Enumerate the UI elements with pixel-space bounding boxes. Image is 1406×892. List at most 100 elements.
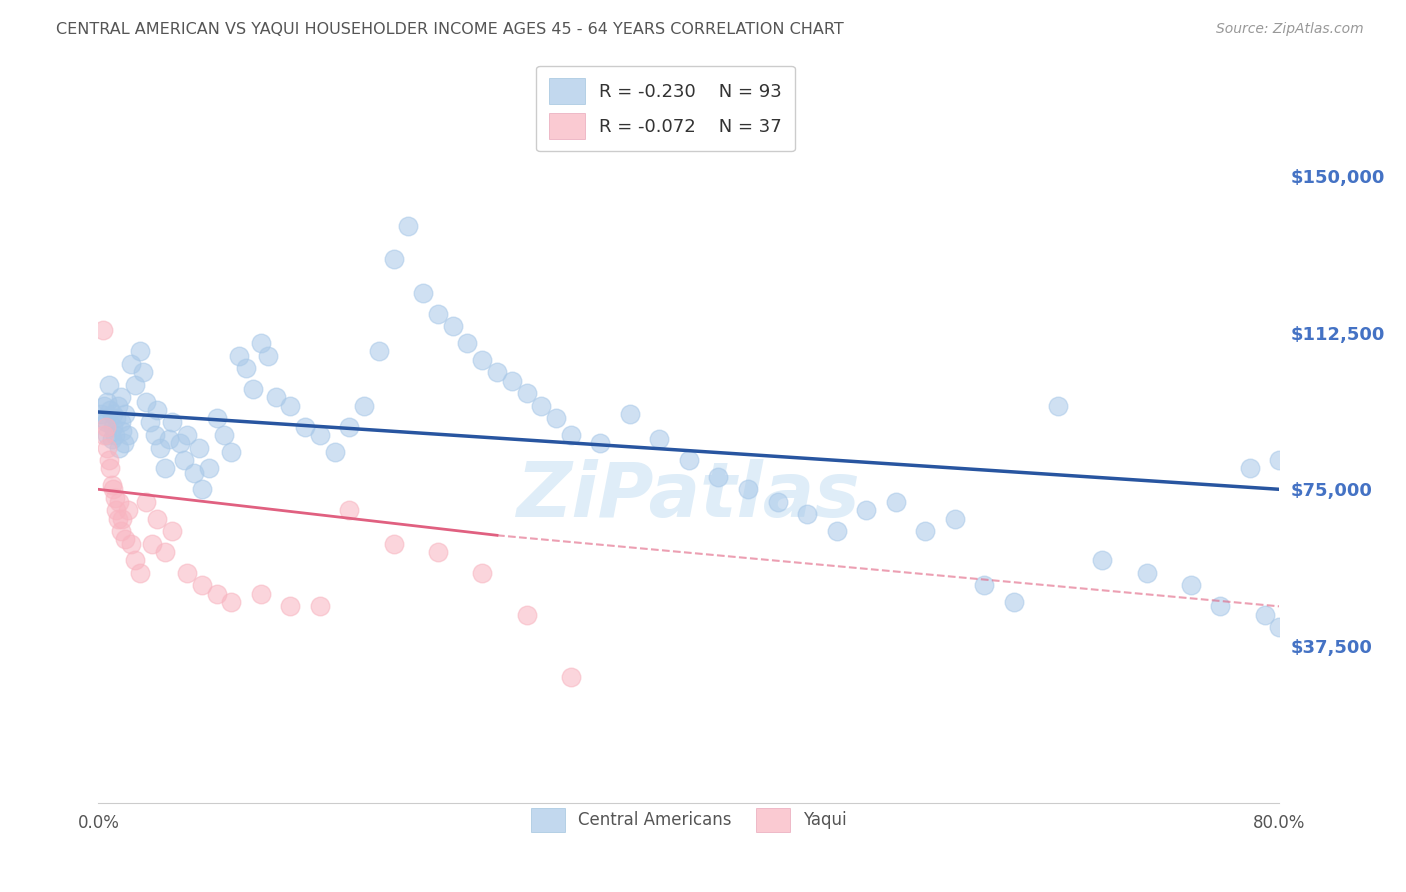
- Point: [766, 495, 789, 509]
- Point: [103, 407, 125, 421]
- Point: [516, 607, 538, 622]
- Point: [110, 524, 132, 538]
- Point: [128, 344, 150, 359]
- Point: [914, 524, 936, 538]
- Point: [157, 432, 180, 446]
- Point: [124, 377, 146, 392]
- Point: [120, 357, 142, 371]
- Point: [1091, 553, 1114, 567]
- Point: [560, 428, 582, 442]
- Point: [589, 436, 612, 450]
- Point: [94, 419, 117, 434]
- Text: ZiPatlas: ZiPatlas: [517, 458, 860, 533]
- Point: [264, 390, 287, 404]
- Point: [678, 453, 700, 467]
- Point: [546, 411, 568, 425]
- Point: [619, 407, 641, 421]
- Point: [235, 361, 257, 376]
- Point: [183, 466, 205, 480]
- Point: [1239, 461, 1261, 475]
- Point: [427, 307, 450, 321]
- Point: [339, 503, 361, 517]
- Point: [382, 536, 405, 550]
- Point: [309, 599, 332, 614]
- Point: [501, 374, 523, 388]
- Point: [141, 536, 163, 550]
- Point: [143, 428, 166, 442]
- Point: [412, 285, 434, 300]
- Point: [242, 382, 264, 396]
- Point: [110, 416, 132, 430]
- Point: [108, 495, 131, 509]
- Point: [530, 399, 553, 413]
- Point: [91, 324, 114, 338]
- Point: [398, 219, 420, 233]
- Point: [250, 587, 273, 601]
- Point: [198, 461, 221, 475]
- Point: [91, 411, 114, 425]
- Text: CENTRAL AMERICAN VS YAQUI HOUSEHOLDER INCOME AGES 45 - 64 YEARS CORRELATION CHAR: CENTRAL AMERICAN VS YAQUI HOUSEHOLDER IN…: [56, 22, 844, 37]
- Point: [111, 511, 134, 525]
- Point: [107, 399, 129, 413]
- Point: [114, 533, 136, 547]
- Point: [1002, 595, 1025, 609]
- Point: [280, 599, 302, 614]
- Point: [212, 428, 235, 442]
- Point: [973, 578, 995, 592]
- Point: [103, 419, 125, 434]
- Point: [516, 386, 538, 401]
- Point: [1136, 566, 1159, 580]
- Point: [187, 441, 209, 455]
- Point: [105, 411, 128, 425]
- Point: [1209, 599, 1232, 614]
- Point: [191, 483, 214, 497]
- Point: [114, 407, 136, 421]
- Point: [353, 399, 375, 413]
- Point: [100, 478, 122, 492]
- Point: [139, 416, 162, 430]
- Point: [205, 587, 228, 601]
- Point: [1268, 453, 1291, 467]
- Point: [309, 428, 332, 442]
- Point: [112, 436, 135, 450]
- Point: [110, 390, 132, 404]
- Point: [96, 394, 118, 409]
- Point: [1268, 620, 1291, 634]
- Point: [97, 453, 120, 467]
- Point: [162, 524, 183, 538]
- Point: [221, 595, 243, 609]
- Point: [111, 424, 134, 438]
- Point: [323, 444, 346, 458]
- Point: [93, 428, 115, 442]
- Point: [441, 319, 464, 334]
- Point: [98, 461, 121, 475]
- Point: [90, 407, 112, 421]
- Point: [98, 403, 121, 417]
- Point: [221, 444, 243, 458]
- Point: [943, 511, 966, 525]
- Point: [339, 419, 361, 434]
- Point: [205, 411, 228, 425]
- Point: [128, 566, 150, 580]
- Point: [294, 419, 316, 434]
- Point: [257, 349, 280, 363]
- Point: [707, 470, 730, 484]
- Point: [94, 416, 117, 430]
- Point: [96, 441, 118, 455]
- Point: [457, 336, 479, 351]
- Point: [1046, 399, 1070, 413]
- Point: [855, 503, 877, 517]
- Point: [107, 511, 129, 525]
- Point: [117, 428, 139, 442]
- Point: [471, 352, 494, 367]
- Point: [132, 365, 155, 379]
- Point: [250, 336, 273, 351]
- Point: [93, 399, 115, 413]
- Point: [146, 403, 169, 417]
- Point: [486, 365, 509, 379]
- Point: [104, 428, 127, 442]
- Point: [280, 399, 302, 413]
- Point: [471, 566, 494, 580]
- Point: [884, 495, 907, 509]
- Point: [135, 495, 157, 509]
